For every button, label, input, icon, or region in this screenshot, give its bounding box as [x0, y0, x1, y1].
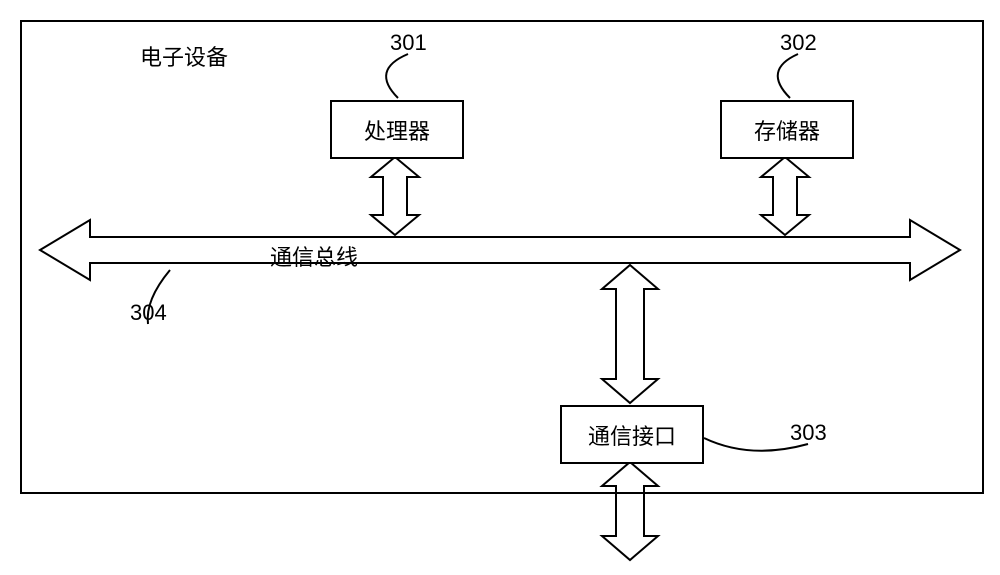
callout-303: 303: [790, 420, 827, 446]
node-comm_if: 通信接口: [560, 405, 704, 464]
node-comm_if-label: 通信接口: [588, 419, 676, 451]
node-processor-label: 处理器: [364, 114, 430, 146]
node-processor: 处理器: [330, 100, 464, 159]
callout-302: 302: [780, 30, 817, 56]
diagram-title: 电子设备: [140, 40, 228, 72]
callout-304: 304: [130, 300, 167, 326]
node-memory-label: 存储器: [754, 114, 820, 146]
device-outer-box: [20, 20, 984, 494]
callout-301: 301: [390, 30, 427, 56]
bus-label: 通信总线: [270, 240, 358, 272]
node-memory: 存储器: [720, 100, 854, 159]
